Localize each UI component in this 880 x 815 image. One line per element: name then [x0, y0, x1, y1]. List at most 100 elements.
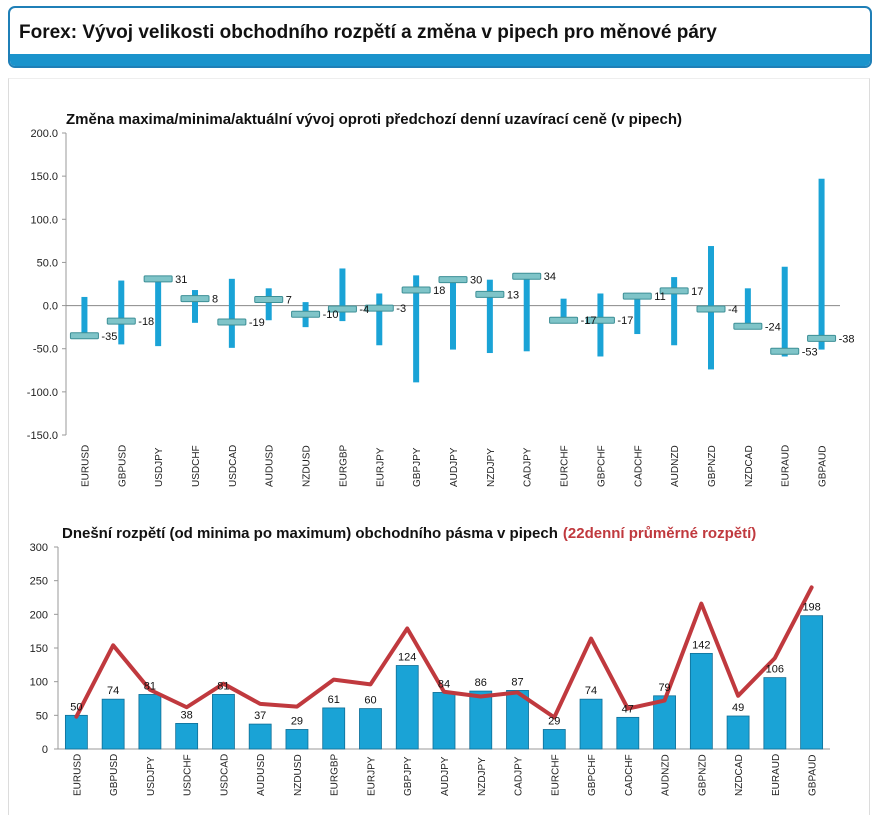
current-label-gbpchf: -17 [617, 315, 633, 327]
range-bar-usdjpy [155, 277, 162, 347]
change-chart-category-cadchf: CADCHF [633, 445, 644, 487]
range-chart-category-eurchf: EURCHF [550, 754, 561, 796]
range-chart-category-audusd: AUDUSD [256, 754, 267, 796]
today-range-bar-eurchf [542, 729, 566, 750]
range-chart-ytick-label: 0 [42, 744, 48, 756]
range-bar-gbpaud [818, 178, 825, 350]
range-chart-category-gbpjpy: GBPJPY [403, 756, 414, 796]
page-title: Forex: Vývoj velikosti obchodního rozpět… [19, 22, 717, 43]
range-bar-eurgbp [339, 268, 346, 322]
header-accent-bar [10, 54, 870, 66]
current-label-nzdjpy: 13 [507, 289, 519, 301]
current-label-cadchf: 11 [654, 291, 665, 303]
current-label-eurjpy: -3 [396, 303, 406, 315]
range-bar-eurchf [560, 298, 567, 322]
current-marker-eurchf [549, 316, 579, 324]
today-range-bar-audjpy [432, 692, 456, 750]
range-bar-audusd [265, 288, 272, 321]
range-chart-ytick-label: 200 [30, 609, 48, 621]
change-chart-category-cadjpy: CADJPY [523, 447, 534, 487]
current-label-eurgbp: -4 [359, 304, 369, 316]
range-chart-category-audjpy: AUDJPY [440, 756, 451, 796]
change-chart-ytick-label: -100.0 [27, 387, 58, 399]
range-chart-category-usdchf: USDCHF [183, 754, 194, 796]
today-range-label-nzdjpy: 86 [475, 677, 487, 689]
current-marker-gbpnzd [696, 305, 726, 313]
range-chart-title-main: Dnešní rozpětí (od minima po maximum) ob… [62, 525, 558, 542]
current-label-usdcad: -19 [249, 317, 265, 329]
change-chart-ytick-label: 50.0 [37, 257, 58, 269]
current-label-nzdusd: -10 [323, 309, 339, 321]
range-chart-category-audnzd: AUDNZD [661, 754, 672, 796]
today-range-bar-eurusd [64, 714, 88, 750]
today-range-label-cadchf: 47 [622, 703, 634, 715]
current-label-gbpjpy: 18 [433, 285, 445, 297]
range-bar-usdchf [192, 290, 198, 323]
current-label-usdjpy: 31 [175, 274, 187, 286]
change-chart: Změna maxima/minima/aktuální vývoj oprot… [27, 111, 855, 488]
today-range-bar-gbpchf [579, 698, 603, 750]
current-label-gbpnzd: -4 [728, 304, 738, 316]
change-chart-ytick-label: -50.0 [33, 344, 58, 356]
current-marker-nzdusd [291, 310, 321, 318]
change-chart-ytick-label: 150.0 [30, 171, 58, 183]
current-marker-eurusd [69, 332, 99, 340]
range-bar-audnzd [671, 277, 678, 346]
change-chart-category-nzdusd: NZDUSD [302, 445, 313, 487]
today-range-bar-euraud [763, 677, 787, 750]
change-chart-category-usdcad: USDCAD [228, 445, 239, 487]
page-header: Forex: Vývoj velikosti obchodního rozpět… [8, 6, 872, 68]
today-range-bar-eurgbp [322, 707, 346, 750]
change-chart-ytick-label: 200.0 [30, 128, 58, 140]
today-range-bar-gbpjpy [395, 665, 419, 750]
change-chart-category-gbpnzd: GBPNZD [707, 445, 718, 487]
today-range-label-audusd: 37 [254, 710, 266, 722]
today-range-bar-audusd [248, 723, 272, 750]
current-label-eurchf: -17 [581, 315, 597, 327]
change-chart-category-usdjpy: USDJPY [154, 447, 165, 487]
change-chart-category-gbpjpy: GBPJPY [412, 447, 423, 487]
range-chart-category-gbpusd: GBPUSD [109, 754, 120, 796]
range-chart-category-nzdcad: NZDCAD [734, 754, 745, 796]
today-range-bar-cadchf [616, 716, 640, 750]
range-bar-eurjpy [376, 293, 383, 346]
charts-panel [8, 78, 870, 815]
current-marker-nzdcad [733, 322, 763, 330]
today-range-bar-eurjpy [359, 708, 382, 750]
range-chart-category-cadchf: CADCHF [624, 754, 635, 796]
range-bar-euraud [781, 266, 788, 357]
today-range-label-gbpaud: 198 [802, 602, 820, 614]
range-chart-category-nzdjpy: NZDJPY [477, 757, 488, 796]
change-chart-category-eurusd: EURUSD [80, 445, 91, 487]
range-bar-cadchf [634, 294, 641, 335]
current-label-audjpy: 30 [470, 275, 482, 287]
range-chart-ytick-label: 50 [36, 710, 48, 722]
today-range-label-audjpy: 84 [438, 678, 450, 690]
range-bar-cadjpy [523, 275, 530, 352]
range-chart-category-usdcad: USDCAD [219, 754, 230, 796]
range-chart-ytick-label: 100 [30, 677, 48, 689]
change-chart-category-euraud: EURAUD [781, 445, 792, 487]
change-chart-category-eurchf: EURCHF [560, 445, 571, 487]
range-chart-category-gbpaud: GBPAUD [808, 755, 819, 797]
today-range-label-eurjpy: 60 [364, 695, 376, 707]
change-chart-category-audjpy: AUDJPY [449, 447, 460, 487]
current-label-audnzd: 17 [691, 286, 703, 298]
today-range-label-gbpchf: 74 [585, 685, 597, 697]
current-label-gbpaud: -38 [839, 333, 855, 345]
current-label-cadjpy: 34 [544, 271, 556, 283]
current-marker-audjpy [438, 276, 468, 284]
current-marker-eurgbp [327, 305, 357, 313]
change-chart-category-usdchf: USDCHF [191, 445, 202, 487]
range-bar-gbpjpy [413, 275, 420, 383]
range-chart-ytick-label: 300 [30, 542, 48, 554]
current-marker-cadchf [622, 292, 652, 300]
range-chart-title: Dnešní rozpětí (od minima po maximum) ob… [62, 525, 756, 542]
range-bar-nzdcad [744, 288, 751, 329]
range-chart-category-eurusd: EURUSD [72, 754, 83, 796]
current-marker-audusd [254, 296, 284, 304]
today-range-bar-usdjpy [138, 694, 162, 750]
change-chart-category-gbpaud: GBPAUD [818, 446, 829, 488]
today-range-label-euraud: 106 [766, 664, 784, 676]
